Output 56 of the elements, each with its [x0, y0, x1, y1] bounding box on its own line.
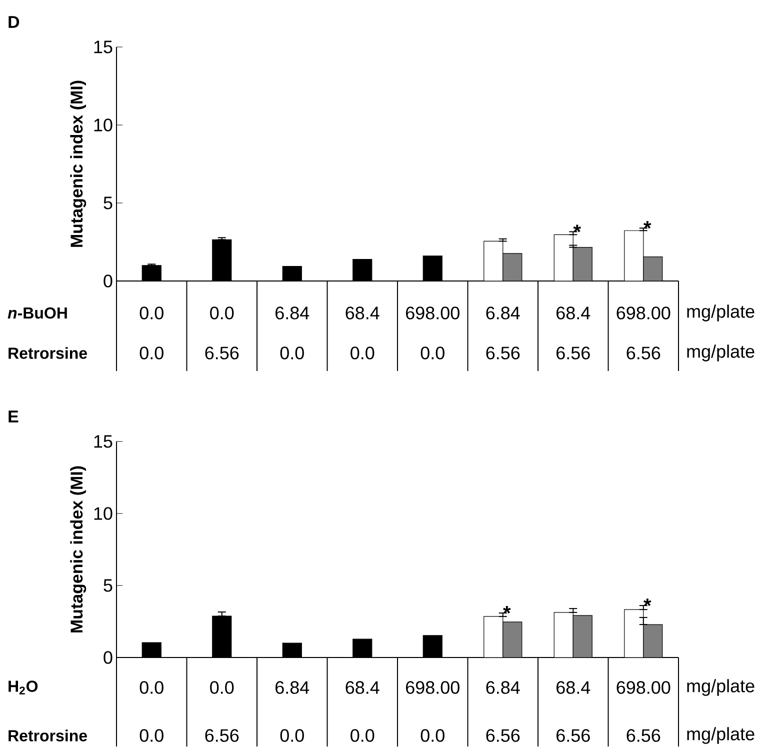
y-tick-label: 10 — [94, 507, 112, 520]
text: 6.56 — [556, 346, 590, 360]
text: 6.56 — [626, 729, 660, 742]
text: mg/plate — [687, 344, 754, 362]
chart-title: E — [8, 410, 18, 422]
x-tick-label: 68.4 — [346, 681, 380, 694]
y-tick-label: 15 — [94, 40, 112, 54]
text: 6.56 — [486, 346, 520, 360]
text: 6.56 — [205, 346, 239, 360]
y-tick-label: 0 — [104, 651, 112, 664]
x-tick-label: 698.00 — [406, 306, 460, 320]
text: mg/plate — [687, 727, 754, 744]
x-tick-label: 0.0 — [140, 681, 164, 694]
x-tick-label: 6.84 — [276, 306, 310, 320]
text: 0.0 — [140, 729, 164, 742]
x-tick-label: 68.4 — [556, 681, 590, 694]
data-label: * — [573, 224, 582, 232]
y-axis-title: Mutagenic index (MI) — [70, 80, 86, 247]
y-tick-label: 10 — [94, 118, 112, 132]
text: H$_{2}$O — [8, 680, 38, 694]
text: mg/plate — [687, 304, 754, 322]
y-tick-label: 15 — [94, 435, 112, 448]
text: 0.0 — [140, 346, 164, 360]
data-label: * — [644, 221, 652, 229]
text: n-BuOH — [8, 307, 67, 319]
x-tick-label: 6.84 — [486, 306, 520, 320]
x-tick-label: 0.0 — [210, 681, 234, 694]
data-label: * — [503, 606, 511, 614]
y-tick-label: 0 — [104, 274, 112, 288]
text: 0.0 — [350, 346, 374, 360]
x-tick-label: 68.4 — [346, 306, 380, 320]
text: 6.56 — [626, 346, 660, 360]
y-tick-label: 5 — [104, 579, 112, 592]
x-tick-label: 698.00 — [616, 681, 670, 694]
text: 0.0 — [350, 729, 374, 742]
y-axis-title: Mutagenic index (MI) — [70, 466, 86, 632]
text: 0.0 — [280, 346, 304, 360]
x-tick-label: 6.84 — [486, 681, 520, 694]
x-tick-label: 698.00 — [616, 306, 670, 320]
text: 0.0 — [280, 729, 304, 742]
text: 6.56 — [556, 729, 590, 742]
chart-title: D — [8, 16, 20, 28]
text: Retrorsine — [8, 347, 87, 359]
text: 0.0 — [420, 729, 444, 742]
x-tick-label: 68.4 — [556, 306, 590, 320]
text: 0.0 — [420, 346, 444, 360]
x-tick-label: 698.00 — [406, 681, 460, 694]
x-tick-label: 0.0 — [210, 306, 234, 320]
x-tick-label: 0.0 — [140, 306, 164, 320]
data-label: * — [644, 598, 652, 606]
y-tick-label: 5 — [104, 196, 112, 210]
text: mg/plate — [687, 679, 754, 696]
text: 6.56 — [486, 729, 520, 742]
x-tick-label: 6.84 — [276, 681, 310, 694]
text: 6.56 — [205, 729, 239, 742]
text: Retrorsine — [8, 730, 87, 742]
